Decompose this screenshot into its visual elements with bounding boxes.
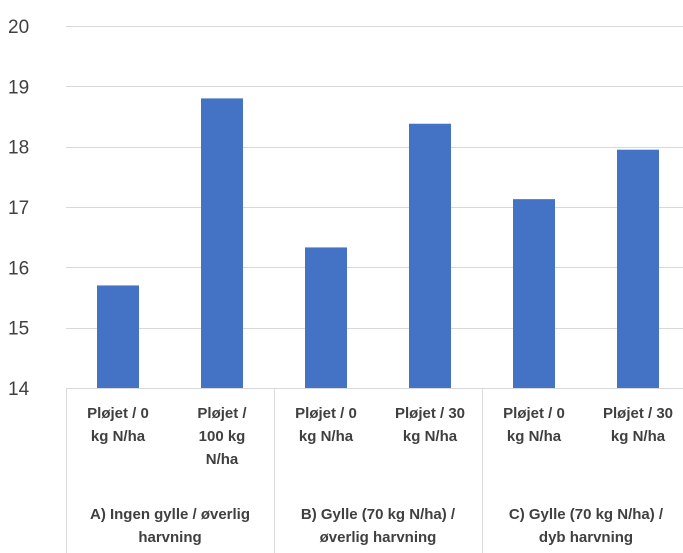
bar bbox=[409, 123, 451, 389]
category-label: Pløjet / 30 kg N/ha bbox=[395, 405, 465, 445]
y-axis-tick-labels: 14 15 16 17 18 19 20 bbox=[8, 17, 30, 400]
y-tick-label: 16 bbox=[8, 258, 29, 279]
y-tick-label: 19 bbox=[8, 77, 29, 98]
category-label: Pløjet / 0 kg N/ha bbox=[295, 405, 357, 445]
y-tick-label: 14 bbox=[8, 379, 30, 400]
category-labels: Pløjet / 0 kg N/ha Pløjet /100 kg N/ha Pløje… bbox=[87, 405, 673, 468]
bar bbox=[617, 149, 659, 388]
group-label: A) Ingen gylle / øverlig harvning bbox=[90, 506, 250, 546]
y-tick-label: 17 bbox=[8, 198, 29, 219]
y-tick-label: 20 bbox=[8, 17, 29, 38]
x-axis bbox=[66, 388, 483, 553]
y-tick-label: 18 bbox=[8, 138, 29, 159]
group-labels: A) Ingen gylle / øverlig harvning B) Gylle… bbox=[90, 506, 664, 546]
y-tick-label: 15 bbox=[8, 319, 29, 340]
group-label: C) Gylle (70 kg N/ha) / dyb harvning bbox=[509, 506, 664, 546]
category-label: Pløjet /100 kg N/ha bbox=[197, 405, 247, 468]
gridlines bbox=[66, 26, 683, 389]
bar bbox=[305, 247, 347, 388]
bars bbox=[97, 98, 659, 389]
bar bbox=[513, 199, 555, 388]
bar bbox=[201, 98, 243, 389]
category-label: Pløjet / 30 kg N/ha bbox=[603, 405, 673, 445]
category-label: Pløjet / 0 kg N/ha bbox=[87, 405, 149, 445]
group-label: B) Gylle (70 kg N/ha) / øverlig harvning bbox=[301, 506, 456, 546]
bar bbox=[97, 285, 139, 388]
category-label: Pløjet / 0 kg N/ha bbox=[503, 405, 565, 445]
